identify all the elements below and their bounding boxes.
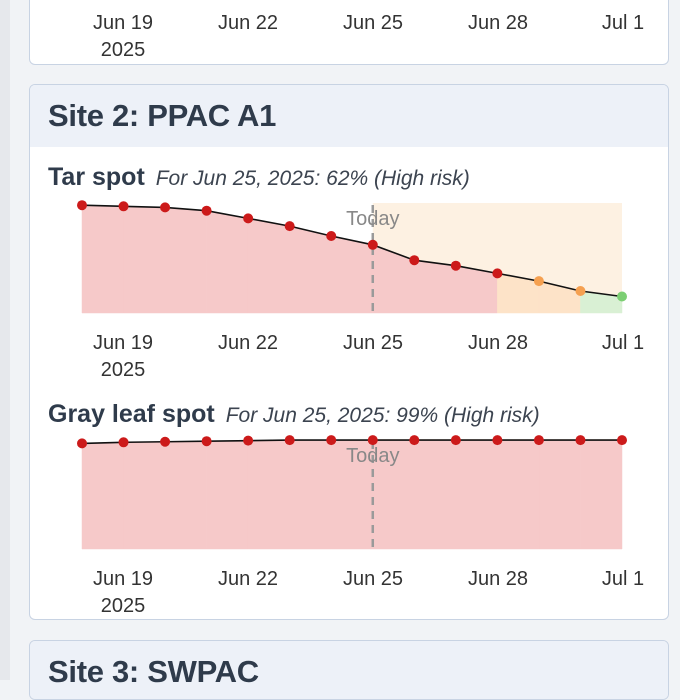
risk-area-segment	[497, 439, 540, 550]
x-tick: Jul 1	[601, 332, 645, 354]
site-card-1: Jun 19 Jun 22 Jun 25 Jun 28 Jul 1 2025	[29, 0, 669, 65]
x-tick: Jun 25	[342, 332, 404, 354]
risk-point[interactable]	[492, 268, 503, 279]
x-tick: Jul 1	[601, 12, 645, 34]
x-tick: Jun 22	[217, 12, 279, 34]
risk-point[interactable]	[533, 276, 544, 287]
risk-line	[81, 204, 623, 298]
risk-point[interactable]	[118, 201, 129, 212]
x-tick: Jun 22	[217, 568, 279, 590]
x-tick: Jun 22	[217, 332, 279, 354]
today-label: Today	[346, 445, 399, 467]
today-label: Today	[346, 208, 399, 230]
risk-point[interactable]	[77, 200, 87, 211]
risk-point[interactable]	[409, 255, 420, 266]
risk-area-segment	[580, 439, 623, 550]
x-tick: Jun 28	[467, 332, 529, 354]
site-title: Site 3: SWPAC	[30, 641, 668, 699]
risk-area-segment	[164, 440, 207, 550]
x-tick: Jun 28	[467, 568, 529, 590]
risk-line	[81, 439, 622, 445]
risk-point[interactable]	[617, 435, 627, 446]
x-tick: Jul 1	[601, 568, 645, 590]
risk-area-segment	[247, 439, 290, 550]
risk-area-segment	[455, 439, 498, 550]
disease-summary: For Jun 25, 2025: 99% (High risk)	[225, 404, 540, 427]
x-tick: Jun 25	[342, 568, 404, 590]
risk-point[interactable]	[450, 260, 461, 271]
x-tick: Jun 19	[92, 568, 154, 590]
risk-area-segment	[206, 440, 249, 550]
risk-point[interactable]	[284, 221, 295, 232]
site-card-2: Site 2: PPAC A1 Tar spot For Jun 25, 202…	[29, 84, 669, 620]
risk-point[interactable]	[367, 435, 378, 446]
risk-point[interactable]	[160, 436, 171, 447]
risk-point[interactable]	[284, 435, 295, 446]
risk-area-segment	[81, 442, 124, 550]
risk-point[interactable]	[77, 438, 87, 449]
risk-point[interactable]	[492, 435, 503, 446]
x-tick: Jun 19	[92, 12, 154, 34]
risk-point[interactable]	[575, 435, 586, 446]
risk-point[interactable]	[367, 239, 378, 250]
x-year-label: 2025	[100, 359, 146, 381]
disease-name: Tar spot	[48, 163, 145, 191]
window-edge	[0, 0, 10, 680]
disease-title-tar-spot: Tar spot For Jun 25, 2025: 62% (High ris…	[48, 163, 470, 192]
site-card-3: Site 3: SWPAC	[29, 640, 669, 700]
disease-summary: For Jun 25, 2025: 62% (High risk)	[155, 167, 470, 190]
x-tick: Jun 19	[92, 332, 154, 354]
risk-area-segment	[538, 439, 581, 550]
risk-point[interactable]	[201, 205, 212, 216]
tar-spot-risk-chart[interactable]: Today	[30, 85, 669, 620]
gray-leaf-spot-risk-chart[interactable]: Today	[30, 85, 669, 620]
risk-point[interactable]	[118, 437, 129, 448]
risk-point[interactable]	[160, 202, 171, 213]
x-tick: Jun 25	[342, 12, 404, 34]
risk-area-segment	[289, 439, 332, 550]
risk-point[interactable]	[326, 231, 337, 241]
x-year-label: 2025	[100, 595, 146, 617]
disease-title-gray-leaf-spot: Gray leaf spot For Jun 25, 2025: 99% (Hi…	[48, 400, 540, 429]
risk-point[interactable]	[201, 436, 212, 447]
risk-point[interactable]	[575, 286, 586, 296]
risk-point[interactable]	[243, 435, 254, 446]
risk-area-segment	[414, 439, 457, 550]
x-year-label: 2025	[100, 39, 146, 61]
risk-point[interactable]	[533, 435, 544, 446]
risk-point[interactable]	[409, 435, 420, 446]
risk-area-segment	[123, 441, 166, 550]
x-tick: Jun 28	[467, 12, 529, 34]
risk-point[interactable]	[326, 435, 337, 446]
risk-point[interactable]	[450, 435, 461, 446]
risk-point[interactable]	[243, 213, 254, 224]
risk-point[interactable]	[617, 291, 627, 302]
site-title: Site 2: PPAC A1	[30, 85, 668, 147]
disease-name: Gray leaf spot	[48, 400, 215, 428]
